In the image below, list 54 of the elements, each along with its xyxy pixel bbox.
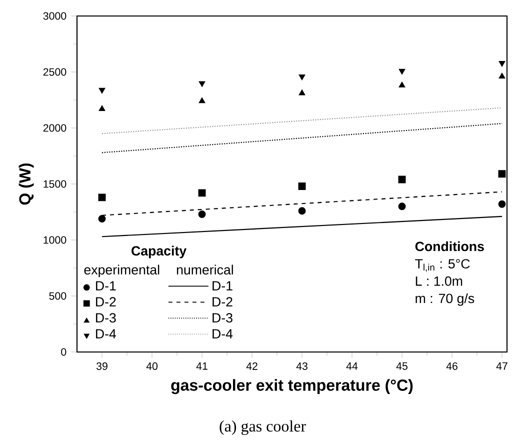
- legend-label: D-1: [212, 281, 232, 290]
- legend-label: D-3: [212, 313, 232, 323]
- point: [298, 90, 306, 96]
- point: [98, 105, 106, 111]
- point: [98, 88, 106, 94]
- legend-title: Capacity: [132, 246, 186, 258]
- y-tick-label: 3000: [43, 12, 66, 20]
- point: [398, 68, 406, 75]
- y-tick-label: 1000: [44, 236, 66, 244]
- point: [498, 72, 506, 78]
- point: [298, 182, 306, 190]
- legend-label: D-2: [96, 297, 116, 306]
- legend-label: D-2: [212, 297, 232, 306]
- y-tick-label: 2000: [43, 124, 66, 132]
- annotation: experimental: [84, 264, 160, 278]
- x-tick-label: 44: [346, 362, 358, 370]
- point: [398, 82, 406, 88]
- point: [198, 189, 206, 197]
- x-tick-label: 42: [246, 362, 258, 370]
- point: [98, 194, 106, 202]
- legend-label: D-3: [96, 313, 116, 323]
- y-tick-label: 2500: [43, 68, 66, 76]
- legend-label: D-4: [212, 329, 233, 338]
- legend-label: D-4: [96, 329, 116, 338]
- annotation: Conditions: [415, 241, 484, 252]
- x-tick-label: 45: [396, 362, 408, 370]
- point: [198, 97, 206, 104]
- x-axis-title: gas-cooler exit temperature (°C): [171, 379, 413, 394]
- annotation: T$_{l,in}$ : 5°C: [415, 259, 470, 272]
- point: [398, 202, 406, 210]
- point: [398, 176, 406, 184]
- x-tick-label: 43: [296, 362, 308, 370]
- point: [498, 170, 506, 178]
- y-tick-label: 500: [49, 292, 66, 300]
- y-tick-label: 1500: [44, 180, 66, 188]
- x-tick-label: 41: [196, 362, 208, 370]
- point: [98, 214, 106, 222]
- y-axis-title: Q (W): [18, 163, 34, 205]
- legend-label: D-1: [96, 281, 116, 290]
- annotation: m : 70 g/s: [416, 293, 474, 306]
- annotation: numerical: [176, 264, 233, 275]
- x-tick-label: 47: [496, 362, 508, 370]
- x-tick-label: 39: [96, 362, 108, 370]
- x-tick-label: 40: [146, 362, 158, 370]
- point: [198, 210, 206, 218]
- y-tick-label: 0: [61, 348, 66, 356]
- annotation: L : 1.0m: [416, 276, 462, 286]
- x-tick-label: 46: [446, 362, 458, 370]
- point: [298, 74, 306, 80]
- point: [198, 81, 206, 87]
- point: [298, 207, 306, 215]
- text: (a) gas cooler: [220, 420, 306, 435]
- point: [498, 200, 506, 208]
- point: [498, 61, 506, 67]
